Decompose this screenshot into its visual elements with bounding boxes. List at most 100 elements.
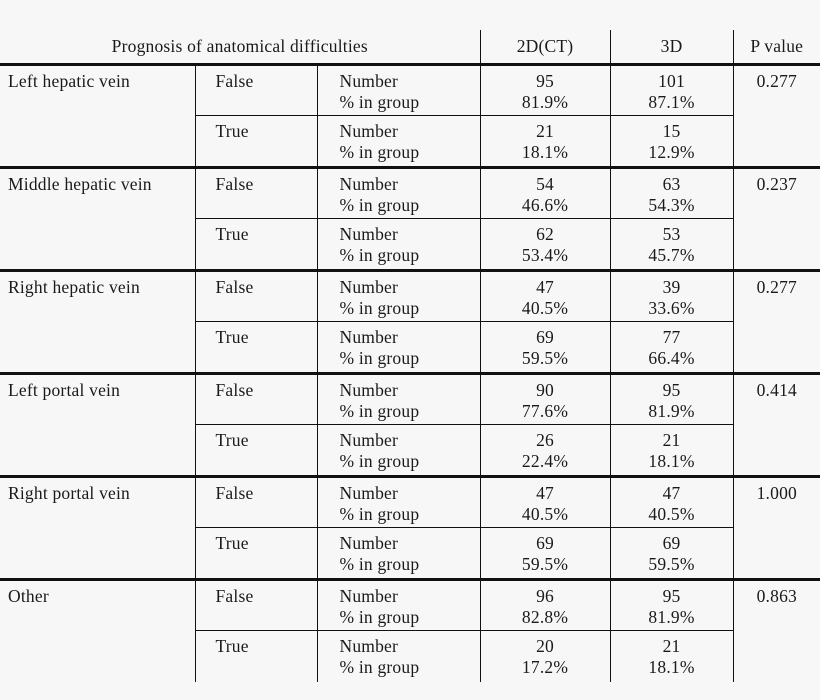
count-value: 101 bbox=[658, 70, 685, 91]
table-row-false: Right hepatic vein False Number % in gro… bbox=[0, 268, 820, 373]
value-cell-3d-false: 47 40.5% bbox=[609, 474, 734, 528]
header-row: Prognosis of anatomical difficulties 2D(… bbox=[0, 30, 820, 66]
count-value: 69 bbox=[662, 533, 681, 553]
value-cell-3d-false: 101 87.1% bbox=[609, 62, 734, 116]
value-cell-2d-true: 69 59.5% bbox=[479, 321, 611, 373]
value-cell-3d-true: 15 12.9% bbox=[609, 115, 734, 167]
count-value: 63 bbox=[662, 173, 681, 194]
false-label: False bbox=[194, 62, 317, 116]
metric-label-cell: Number % in group bbox=[316, 115, 481, 167]
percent-label: % in group bbox=[339, 91, 420, 112]
value-cell-2d-false: 47 40.5% bbox=[479, 268, 611, 322]
metric-label-cell: Number % in group bbox=[316, 527, 481, 579]
percent-label: % in group bbox=[339, 297, 420, 318]
percent-label: % in group bbox=[339, 503, 420, 524]
true-label: True bbox=[194, 218, 317, 270]
percent-value: 59.5% bbox=[521, 348, 569, 368]
group-name: Right hepatic vein bbox=[0, 268, 195, 373]
false-label: False bbox=[194, 165, 317, 219]
percent-label: % in group bbox=[339, 606, 420, 627]
number-label: Number bbox=[339, 276, 399, 297]
count-value: 95 bbox=[662, 585, 681, 606]
table-header: Prognosis of anatomical difficulties 2D(… bbox=[0, 30, 820, 66]
value-cell-3d-true: 21 18.1% bbox=[609, 630, 734, 682]
table-row-true: True Number % in group 69 59.5% 77 66.4% bbox=[0, 321, 820, 373]
percent-value: 33.6% bbox=[648, 297, 695, 318]
header-2d-ct: 2D(CT) bbox=[479, 30, 611, 66]
page: Prognosis of anatomical difficulties 2D(… bbox=[0, 30, 820, 682]
percent-label: % in group bbox=[339, 142, 420, 162]
percent-value: 59.5% bbox=[521, 554, 569, 574]
number-label: Number bbox=[339, 379, 399, 400]
percent-value: 22.4% bbox=[521, 451, 569, 471]
value-cell-2d-true: 62 53.4% bbox=[479, 218, 611, 270]
percent-value: 54.3% bbox=[648, 194, 695, 215]
percent-value: 87.1% bbox=[648, 91, 695, 112]
percent-label: % in group bbox=[339, 554, 420, 574]
metric-label-cell: Number % in group bbox=[316, 424, 481, 476]
metric-label-cell: Number % in group bbox=[316, 268, 481, 322]
number-label: Number bbox=[339, 533, 399, 553]
value-cell-2d-true: 69 59.5% bbox=[479, 527, 611, 579]
count-value: 96 bbox=[536, 585, 554, 606]
percent-value: 18.1% bbox=[648, 451, 695, 471]
value-cell-2d-false: 90 77.6% bbox=[479, 371, 611, 425]
true-label: True bbox=[194, 115, 317, 167]
count-value: 69 bbox=[536, 327, 554, 347]
metric-label-cell: Number % in group bbox=[316, 321, 481, 373]
true-label: True bbox=[194, 321, 317, 373]
header-p-value: P value bbox=[732, 30, 820, 66]
p-value: 0.277 bbox=[732, 62, 820, 167]
value-cell-3d-true: 77 66.4% bbox=[609, 321, 734, 373]
count-value: 47 bbox=[662, 482, 681, 503]
group-name: Middle hepatic vein bbox=[0, 165, 195, 270]
group-name: Left portal vein bbox=[0, 371, 195, 476]
count-value: 21 bbox=[662, 636, 681, 656]
value-cell-3d-false: 95 81.9% bbox=[609, 371, 734, 425]
percent-value: 53.4% bbox=[521, 245, 569, 265]
percent-value: 46.6% bbox=[521, 194, 569, 215]
header-prognosis-label: Prognosis of anatomical difficulties bbox=[0, 30, 481, 66]
p-value: 1.000 bbox=[732, 474, 820, 579]
count-value: 53 bbox=[662, 224, 681, 244]
percent-value: 18.1% bbox=[521, 142, 569, 162]
table-row-true: True Number % in group 20 17.2% 21 18.1% bbox=[0, 630, 820, 682]
number-label: Number bbox=[339, 430, 399, 450]
table-row-false: Middle hepatic vein False Number % in gr… bbox=[0, 165, 820, 270]
metric-label-cell: Number % in group bbox=[316, 62, 481, 116]
value-cell-3d-false: 39 33.6% bbox=[609, 268, 734, 322]
percent-value: 66.4% bbox=[648, 348, 695, 368]
percent-value: 82.8% bbox=[521, 606, 569, 627]
table-row-false: Other False Number % in group 96 82.8% 9… bbox=[0, 577, 820, 682]
group-name: Left hepatic vein bbox=[0, 62, 195, 167]
prognosis-table: Prognosis of anatomical difficulties 2D(… bbox=[0, 30, 820, 682]
table-row-false: Left portal vein False Number % in group… bbox=[0, 371, 820, 476]
count-value: 21 bbox=[536, 121, 554, 141]
number-label: Number bbox=[339, 636, 399, 656]
table-body: Left hepatic vein False Number % in grou… bbox=[0, 62, 820, 682]
percent-label: % in group bbox=[339, 348, 420, 368]
value-cell-3d-true: 53 45.7% bbox=[609, 218, 734, 270]
percent-label: % in group bbox=[339, 194, 420, 215]
percent-label: % in group bbox=[339, 400, 420, 421]
table-row-true: True Number % in group 26 22.4% 21 18.1% bbox=[0, 424, 820, 476]
count-value: 62 bbox=[536, 224, 554, 244]
value-cell-3d-false: 63 54.3% bbox=[609, 165, 734, 219]
count-value: 26 bbox=[536, 430, 554, 450]
value-cell-2d-false: 95 81.9% bbox=[479, 62, 611, 116]
false-label: False bbox=[194, 268, 317, 322]
value-cell-3d-false: 95 81.9% bbox=[609, 577, 734, 631]
count-value: 47 bbox=[536, 276, 554, 297]
true-label: True bbox=[194, 630, 317, 682]
count-value: 95 bbox=[536, 70, 554, 91]
count-value: 54 bbox=[536, 173, 554, 194]
percent-label: % in group bbox=[339, 245, 420, 265]
count-value: 90 bbox=[536, 379, 554, 400]
true-label: True bbox=[194, 424, 317, 476]
value-cell-2d-true: 21 18.1% bbox=[479, 115, 611, 167]
percent-value: 40.5% bbox=[521, 297, 569, 318]
number-label: Number bbox=[339, 121, 399, 141]
count-value: 47 bbox=[536, 482, 554, 503]
count-value: 15 bbox=[662, 121, 681, 141]
table-row-true: True Number % in group 69 59.5% 69 59.5% bbox=[0, 527, 820, 579]
